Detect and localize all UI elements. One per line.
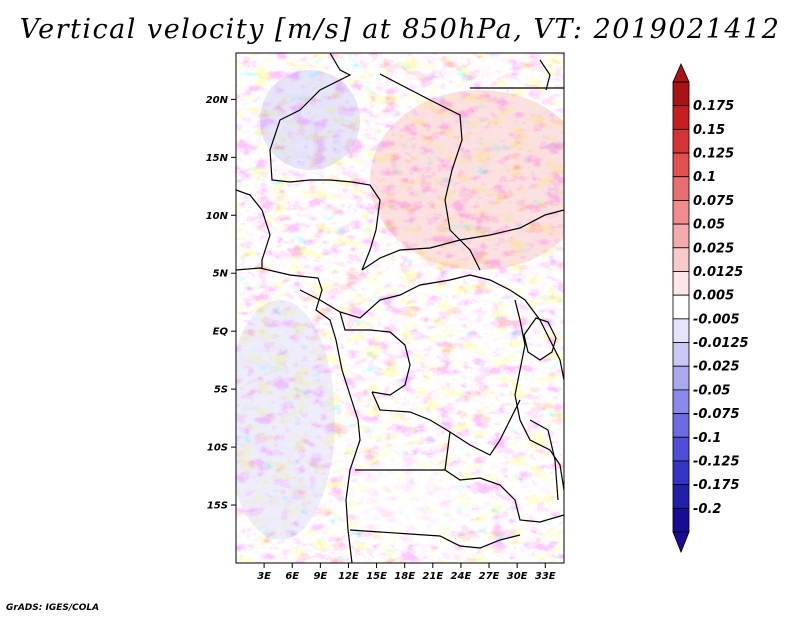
latitude-axis: 20N 15N 10N 5N EQ 5S 10S 15S: [206, 95, 236, 512]
lat-tick-label: 15S: [207, 501, 228, 512]
colorbar-label: -0.025: [693, 360, 740, 375]
lat-tick-label: EQ: [213, 327, 229, 338]
colorbar-label: -0.075: [693, 407, 740, 422]
colorbar-label: -0.175: [693, 478, 740, 493]
colorbar-segment: [672, 81, 690, 107]
lat-tick-label: 20N: [206, 95, 229, 106]
colorbar-segment: [672, 105, 690, 130]
lon-tick-label: 3E: [257, 571, 271, 582]
colorbar-label: -0.005: [693, 312, 740, 327]
colorbar-label: 0.025: [693, 241, 734, 256]
lon-tick-label: 9E: [313, 571, 327, 582]
colorbar-label: 0.15: [693, 123, 725, 138]
colorbar-label: 0.075: [693, 194, 734, 209]
colorbar-label: 0.05: [693, 218, 725, 233]
lat-tick-label: 10S: [207, 443, 228, 454]
colorbar-segment: [672, 294, 690, 320]
map-frame: [235, 52, 565, 564]
colorbar-segment: [672, 365, 690, 391]
colorbar-bottom-arrow: [672, 531, 690, 554]
colorbar-label: -0.2: [693, 502, 721, 517]
velocity-field: [236, 53, 564, 563]
colorbar-segment: [672, 413, 690, 438]
colorbar-segment: [672, 460, 690, 486]
colorbar-segment: [672, 152, 690, 178]
colorbar-label: 0.125: [693, 147, 734, 162]
lon-tick-label: 12E: [338, 571, 359, 582]
colorbar-label: -0.1: [693, 431, 721, 446]
colorbar-segment: [672, 128, 690, 154]
lon-tick-label: 15E: [366, 571, 387, 582]
lat-tick-label: 10N: [206, 211, 229, 222]
colorbar-label: 0.0125: [693, 265, 743, 280]
grads-credit: GrADS: IGES/COLA: [6, 603, 100, 613]
colorbar-label: 0.005: [693, 289, 734, 304]
colorbar-label: 0.1: [693, 170, 716, 185]
colorbar-segment: [672, 342, 690, 367]
lon-tick-label: 21E: [422, 571, 443, 582]
longitude-axis: 3E 6E 9E 12E 15E 18E 21E 24E 27E 30E 33E: [257, 563, 556, 582]
colorbar: 0.175 0.15 0.125 0.1 0.075 0.05 0.025 0.0125 0.0…: [672, 63, 749, 554]
colorbar-top-arrow: [672, 63, 690, 83]
lon-tick-label: 24E: [451, 571, 472, 582]
colorbar-segment: [672, 200, 690, 225]
lon-tick-label: 6E: [285, 571, 299, 582]
colorbar-segment: [672, 271, 690, 296]
lat-tick-label: 5S: [214, 385, 228, 396]
colorbar-segment: [672, 484, 690, 509]
colorbar-label: -0.125: [693, 454, 740, 469]
chart-title: Vertical velocity [m/s] at 850hPa, VT: 2…: [19, 14, 781, 45]
colorbar-label: -0.05: [693, 383, 730, 398]
country-borders: [236, 53, 564, 563]
colorbar-segment: [672, 247, 690, 272]
lon-tick-label: 18E: [394, 571, 415, 582]
lat-tick-label: 15N: [206, 153, 229, 164]
lon-tick-label: 27E: [479, 571, 500, 582]
lat-tick-label: 5N: [213, 269, 229, 280]
lon-tick-label: 30E: [507, 571, 528, 582]
lon-tick-label: 33E: [535, 571, 556, 582]
colorbar-segment: [672, 223, 690, 249]
colorbar-segment: [672, 176, 690, 201]
colorbar-segment: [672, 389, 690, 414]
colorbar-segment: [672, 436, 690, 462]
colorbar-label: 0.175: [693, 99, 734, 114]
colorbar-segment: [672, 507, 690, 533]
colorbar-segment: [672, 318, 690, 343]
colorbar-label: -0.0125: [693, 336, 749, 351]
